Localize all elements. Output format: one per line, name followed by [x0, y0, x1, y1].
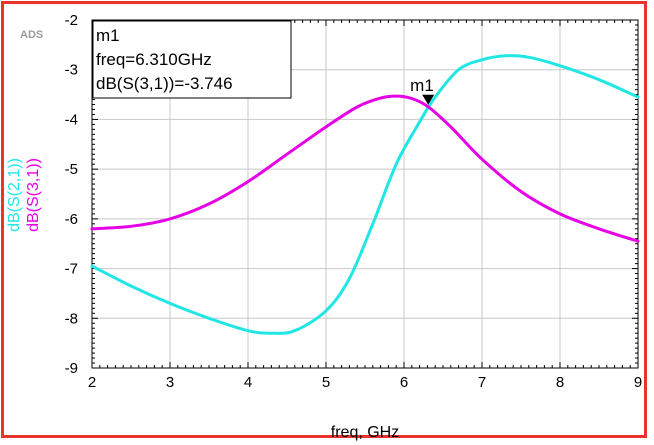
x-tick-label: 7 [478, 374, 486, 391]
y-tick-label: -5 [65, 161, 78, 178]
y-axis-label-s31: dB(S(3,1)) [25, 158, 42, 232]
y-tick-label: -8 [65, 310, 78, 327]
series-line-s31 [90, 94, 640, 243]
y-tick-label: -3 [65, 62, 78, 79]
y-tick-label: -9 [65, 360, 78, 377]
marker-readout-line: freq=6.310GHz [96, 50, 212, 69]
x-tick-label: 8 [556, 374, 564, 391]
x-tick-label: 6 [400, 374, 408, 391]
marker-triangle[interactable] [422, 94, 435, 105]
marker-readout-box [92, 20, 292, 99]
x-tick-label: 5 [322, 374, 330, 391]
marker-layer[interactable]: m1 m1 freq=6.310GHz dB(S(3,1))=-3.746 [92, 20, 435, 105]
x-tick-label: 9 [634, 374, 642, 391]
marker-label: m1 [410, 76, 434, 95]
tick-labels: 2 3 4 5 6 7 8 9 -2 -3 -4 -5 -6 -7 -8 -9 [65, 12, 643, 391]
series-line-s21 [90, 54, 640, 335]
marker-readout-line: m1 [96, 26, 120, 45]
y-tick-label: -2 [65, 12, 78, 29]
y-tick-label: -6 [65, 211, 78, 228]
y-tick-label: -4 [65, 111, 78, 128]
y-tick-label: -7 [65, 261, 78, 278]
x-tick-label: 3 [166, 374, 174, 391]
x-tick-label: 4 [244, 374, 252, 391]
series-layer [90, 54, 640, 335]
x-tick-label: 2 [88, 374, 96, 391]
x-axis-label: freq, GHz [331, 424, 399, 441]
ads-logo-text: ADS [20, 29, 43, 41]
marker-readout-line: dB(S(3,1))=-3.746 [96, 74, 233, 93]
y-axis-label-s21: dB(S(2,1)) [6, 158, 23, 232]
